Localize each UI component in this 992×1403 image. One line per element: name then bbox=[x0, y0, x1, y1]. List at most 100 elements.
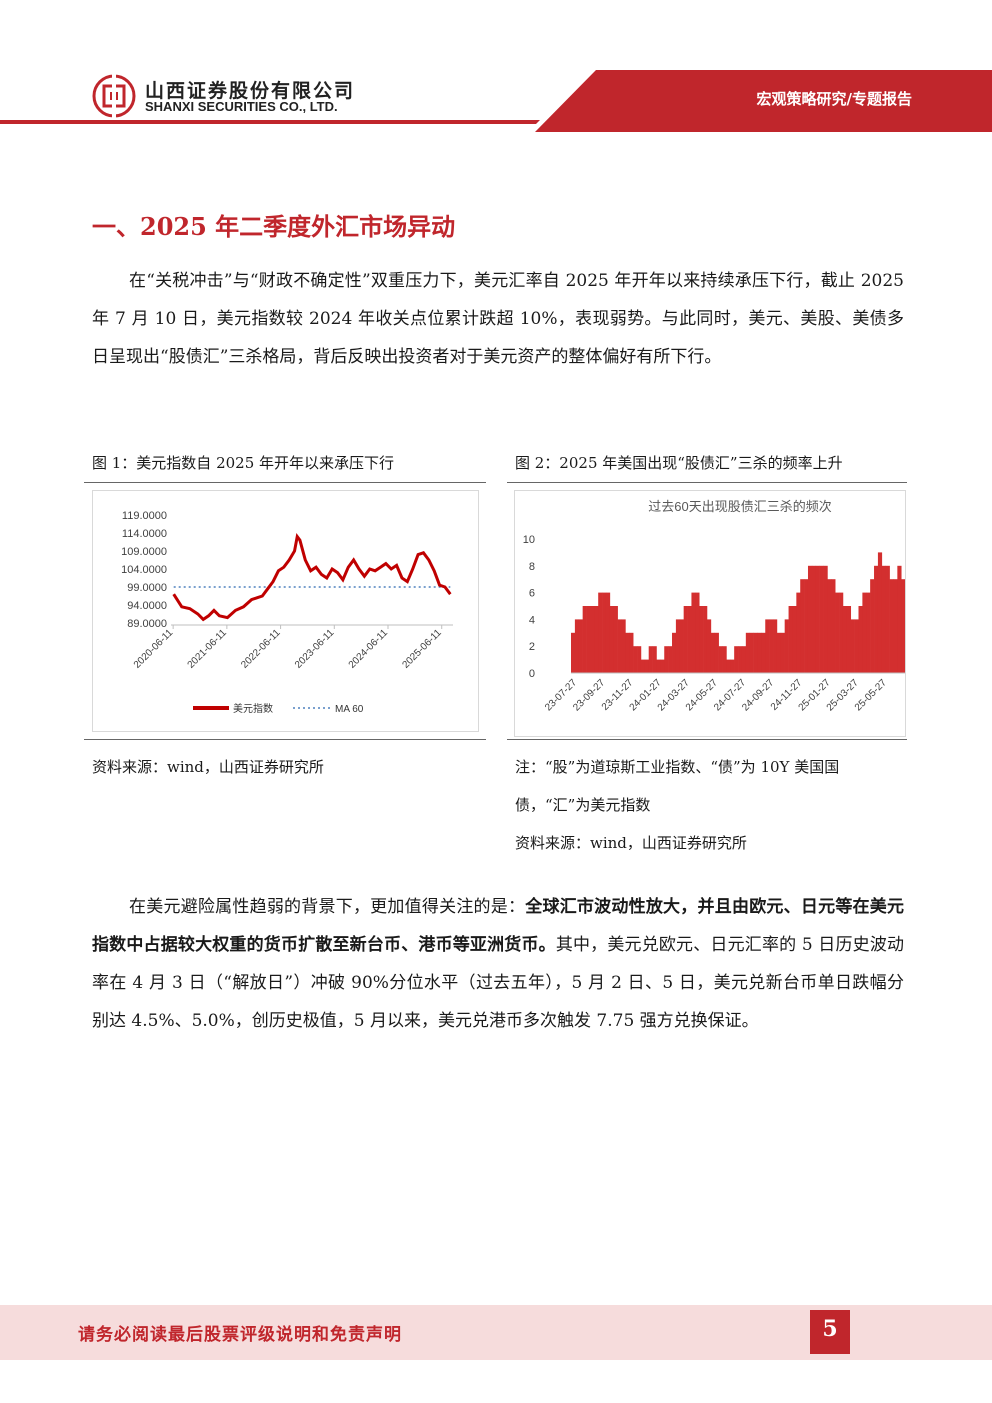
frequency-bar bbox=[621, 619, 626, 673]
legend-label-ma60: MA 60 bbox=[335, 704, 364, 715]
frequency-bar bbox=[602, 592, 607, 673]
y-tick-label: 109.0000 bbox=[121, 546, 167, 558]
analysis-text-lead: 在美元避险属性趋弱的背景下，更加值得关注的是： bbox=[129, 897, 526, 917]
frequency-bar bbox=[738, 646, 743, 673]
frequency-bar bbox=[800, 579, 805, 673]
x-tick-label: 2020-06-11 bbox=[132, 627, 176, 671]
frequency-bar bbox=[722, 646, 727, 673]
frequency-bar bbox=[730, 659, 735, 673]
frequency-bar bbox=[862, 592, 867, 673]
frequency-bar bbox=[578, 619, 583, 673]
frequency-bar bbox=[765, 619, 770, 673]
figure-1-bottom-rule bbox=[84, 739, 486, 740]
figure-1-caption: 图 1：美元指数自 2025 年开年以来承压下行 bbox=[92, 454, 395, 472]
frequency-bar bbox=[827, 579, 832, 673]
figure-2-caption: 图 2：2025 年美国出现“股债汇”三杀的频率上升 bbox=[515, 454, 843, 472]
frequency-bar bbox=[877, 552, 883, 673]
frequency-bar bbox=[609, 606, 615, 673]
frequency-bar bbox=[874, 565, 879, 673]
page-header: 山西证券股份有限公司 SHANXI SECURITIES CO., LTD. 宏… bbox=[0, 0, 992, 132]
frequency-bar bbox=[571, 632, 576, 673]
analysis-paragraph: 在美元避险属性趋弱的背景下，更加值得关注的是：全球汇市波动性放大，并且由欧元、日… bbox=[92, 888, 904, 1040]
page-number-badge bbox=[810, 1310, 850, 1354]
analysis-text-detail: 其中，美元兑欧元、日元汇率的 5 日历史波动率在 4 月 3 日（“解放日”）冲… bbox=[92, 935, 904, 1031]
frequency-bar bbox=[846, 606, 852, 673]
y-tick-label: 8 bbox=[529, 561, 535, 573]
legend: 美元指数 MA 60 bbox=[193, 702, 364, 715]
frequency-bar bbox=[761, 632, 766, 673]
frequency-bar bbox=[893, 579, 898, 673]
frequency-bar bbox=[699, 606, 704, 673]
company-logo-icon bbox=[92, 74, 136, 118]
frequency-bar bbox=[582, 606, 587, 673]
y-tick-label: 0 bbox=[529, 668, 535, 680]
y-tick-label: 6 bbox=[529, 588, 535, 600]
frequency-bar bbox=[889, 579, 894, 673]
page-number: 5 bbox=[822, 1316, 838, 1342]
frequency-bar bbox=[753, 632, 758, 673]
frequency-bar bbox=[691, 592, 696, 673]
y-tick-label: 4 bbox=[529, 614, 535, 626]
frequency-bar bbox=[784, 619, 789, 673]
frequency-bar bbox=[780, 632, 785, 673]
y-tick-label: 104.0000 bbox=[121, 564, 167, 576]
frequency-bar bbox=[637, 646, 642, 673]
disclaimer-link[interactable]: 请务必阅读最后股票评级说明和免责声明 bbox=[78, 1325, 402, 1345]
frequency-bar bbox=[660, 659, 665, 673]
report-type-label: 宏观策略研究/专题报告 bbox=[756, 90, 912, 108]
frequency-bar bbox=[656, 659, 661, 673]
x-tick-label: 2024-06-11 bbox=[347, 627, 391, 671]
frequency-bar bbox=[815, 565, 820, 673]
frequency-bar bbox=[703, 606, 708, 673]
frequency-bar bbox=[672, 632, 677, 673]
frequency-bar bbox=[823, 565, 828, 673]
frequency-bar bbox=[749, 632, 754, 673]
y-tick-label: 94.0000 bbox=[127, 600, 167, 612]
frequency-bar bbox=[769, 619, 774, 673]
frequency-bar bbox=[811, 565, 817, 673]
frequency-bar bbox=[695, 592, 700, 673]
frequency-bar bbox=[675, 619, 681, 673]
frequency-bar bbox=[586, 606, 591, 673]
x-tick-label: 25-05-27 bbox=[853, 677, 889, 713]
figure-2-bottom-rule bbox=[507, 739, 907, 740]
x-tick-label: 2022-06-11 bbox=[239, 627, 283, 671]
company-name-cn: 山西证券股份有限公司 bbox=[145, 80, 356, 102]
frequency-bar bbox=[625, 632, 630, 673]
y-tick-label: 10 bbox=[523, 534, 535, 546]
analysis-text-emphasis: 全球汇市波动性放大，并且由欧元、日元等在美元指数中占据较大权重的货币扩散至新台币… bbox=[92, 897, 905, 955]
frequency-bar bbox=[757, 632, 762, 673]
figure-1-top-rule bbox=[84, 482, 486, 483]
frequency-bar bbox=[574, 619, 580, 673]
figure-2-note-line-2: 债，“汇”为美元指数 bbox=[515, 796, 651, 814]
frequency-bar bbox=[683, 606, 688, 673]
y-tick-label: 119.0000 bbox=[122, 510, 167, 522]
frequency-bar bbox=[839, 592, 844, 673]
chart-2-title: 过去60天出现股债汇三杀的频次 bbox=[648, 499, 831, 514]
header-banner bbox=[0, 70, 992, 132]
figure-2-source: 资料来源：wind，山西证券研究所 bbox=[515, 834, 747, 852]
frequency-bar bbox=[804, 579, 809, 673]
frequency-bar bbox=[687, 606, 692, 673]
frequency-bar bbox=[644, 659, 650, 673]
company-name-en: SHANXI SECURITIES CO., LTD. bbox=[145, 99, 338, 114]
frequency-bar bbox=[741, 646, 747, 673]
frequency-bar bbox=[897, 565, 902, 673]
frequency-bar bbox=[594, 606, 599, 673]
intro-paragraph: 在“关税冲击”与“财政不确定性”双重压力下，美元汇率自 2025 年开年以来持续… bbox=[92, 271, 904, 367]
section-title: 一、2025 年二季度外汇市场异动 bbox=[92, 212, 456, 241]
figure-2-top-rule bbox=[507, 482, 907, 483]
x-tick-label: 2025-06-11 bbox=[400, 627, 444, 671]
figure-2-note-line-1: 注：“股”为道琼斯工业指数、“债”为 10Y 美国国 bbox=[515, 758, 840, 776]
frequency-bar bbox=[629, 632, 634, 673]
frequency-bar bbox=[664, 646, 669, 673]
dollar-index-line bbox=[172, 532, 452, 622]
frequency-bar bbox=[776, 632, 782, 673]
frequency-bar bbox=[718, 646, 723, 673]
x-tick-label: 2023-06-11 bbox=[293, 627, 337, 671]
frequency-bar bbox=[613, 606, 618, 673]
frequency-bar bbox=[870, 579, 875, 673]
frequency-bar bbox=[605, 592, 611, 673]
frequency-bar bbox=[831, 579, 836, 673]
